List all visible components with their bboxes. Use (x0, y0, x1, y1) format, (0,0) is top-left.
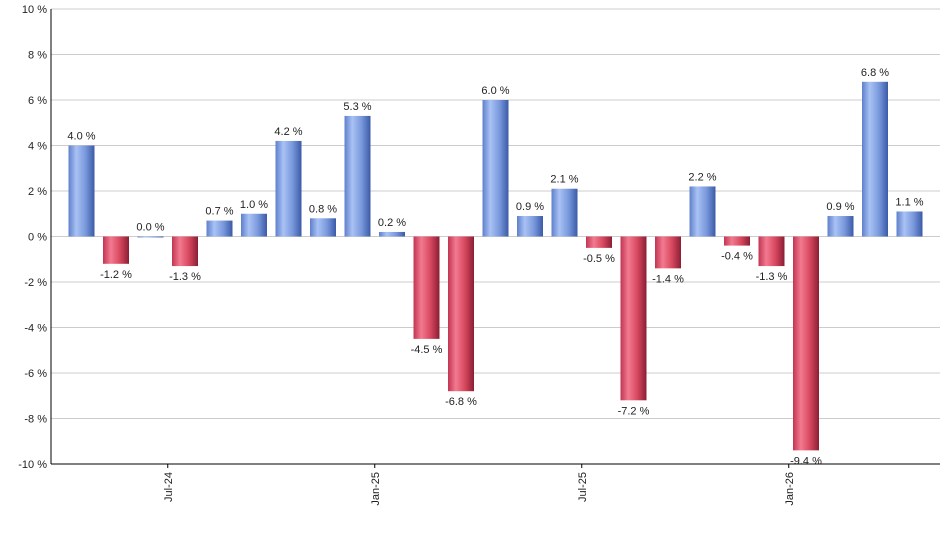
y-tick-label: 6 % (28, 95, 47, 107)
bar-positive (482, 100, 509, 237)
bar-negative (724, 236, 750, 246)
bar-positive (344, 115, 371, 237)
y-tick-label: -8 % (24, 414, 47, 426)
bar-positive (689, 186, 716, 237)
y-tick-label: 2 % (28, 186, 47, 198)
bar-positive (517, 216, 543, 237)
bar-positive (241, 213, 267, 237)
data-label: 1.0 % (240, 199, 268, 211)
bar-positive (206, 220, 233, 237)
x-axis-tick-labels: Jul-24 Jan-25 Jul-25 Jan-26 (163, 472, 796, 506)
data-label: 0.9 % (826, 201, 854, 213)
bar-positive (137, 236, 164, 238)
bar-negative (413, 236, 440, 339)
bar-positive (896, 211, 923, 237)
y-tick-label: 8 % (28, 50, 47, 62)
bar-positive (310, 218, 336, 237)
data-label: 1.1 % (895, 196, 923, 208)
bars (68, 81, 923, 451)
data-label: -1.3 % (756, 271, 788, 283)
bar-positive (551, 188, 578, 237)
x-tick-label: Jan-25 (370, 472, 382, 506)
y-tick-label: 10 % (22, 4, 47, 16)
bar-negative (103, 236, 129, 264)
data-label: 0.8 % (309, 203, 337, 215)
data-label: 6.8 % (861, 67, 889, 79)
data-label: -1.2 % (100, 269, 132, 281)
bar-positive (68, 145, 95, 237)
data-label: -0.4 % (721, 251, 753, 263)
y-tick-label: 0 % (28, 232, 47, 244)
bar-positive (827, 216, 854, 237)
bar-negative (586, 236, 612, 248)
data-label: 0.0 % (136, 222, 164, 234)
bar-positive (275, 140, 302, 237)
data-label: 5.3 % (343, 101, 371, 113)
data-label: 6.0 % (481, 85, 509, 97)
y-tick-label: 4 % (28, 141, 47, 153)
axes (50, 9, 940, 468)
data-label: 2.1 % (550, 174, 578, 186)
bar-positive (379, 231, 405, 237)
data-label: 0.9 % (516, 201, 544, 213)
y-tick-label: -10 % (18, 459, 47, 471)
bar-negative (793, 236, 819, 451)
bar-negative (448, 236, 474, 392)
bar-negative (655, 236, 681, 269)
x-tick-label: Jul-25 (577, 472, 589, 502)
bar-positive (862, 81, 888, 237)
y-tick-label: -4 % (24, 323, 47, 335)
data-label: 4.0 % (67, 131, 95, 143)
data-label: -9.4 % (790, 455, 822, 467)
data-label: -1.3 % (169, 271, 201, 283)
data-label: -4.5 % (411, 344, 443, 356)
data-label: -6.8 % (445, 396, 477, 408)
bar-negative (172, 236, 198, 267)
data-label: 0.2 % (378, 217, 406, 229)
y-axis-tick-labels: 10 % 8 % 6 % 4 % 2 % 0 % -2 % -4 % -6 % -8 % -10 % (18, 4, 47, 471)
bar-negative (758, 236, 785, 267)
y-tick-label: -6 % (24, 368, 47, 380)
data-label: -7.2 % (618, 405, 650, 417)
data-label: 2.2 % (688, 171, 716, 183)
x-tick-label: Jan-26 (784, 472, 796, 506)
x-tick-label: Jul-24 (163, 472, 175, 502)
data-label: -1.4 % (652, 273, 684, 285)
data-label: -0.5 % (583, 253, 615, 265)
data-label: 4.2 % (274, 126, 302, 138)
data-label: 0.7 % (205, 206, 233, 218)
bar-negative (620, 236, 647, 401)
data-labels: 4.0 % -1.2 % 0.0 % -1.3 % 0.7 % 1.0 % 4.2 % 0.8… (67, 67, 923, 468)
y-tick-label: -2 % (24, 277, 47, 289)
